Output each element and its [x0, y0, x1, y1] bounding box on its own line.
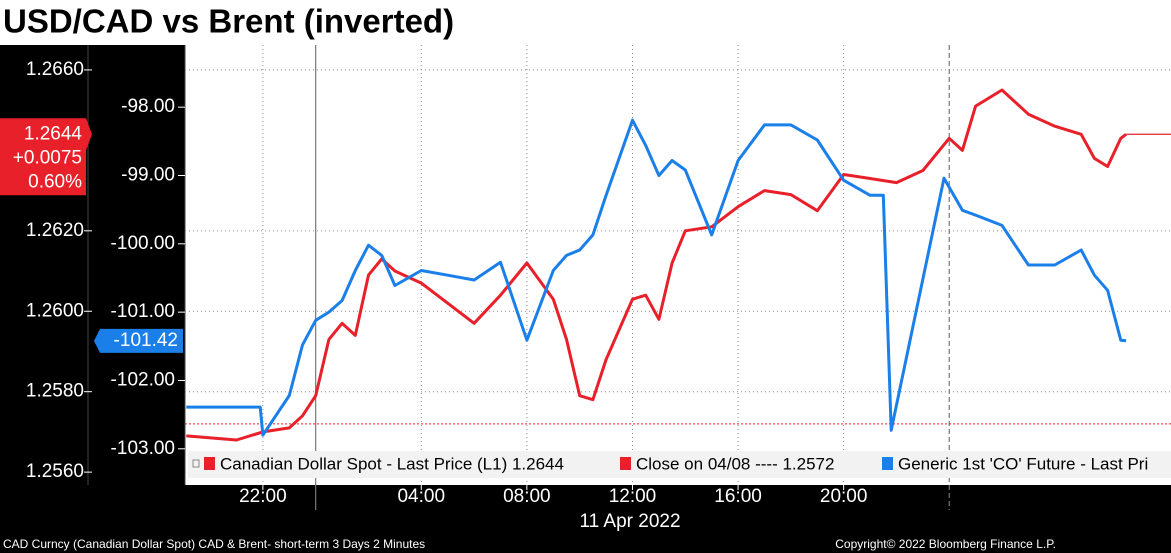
legend-swatch: [882, 457, 893, 470]
legend-swatch: [204, 457, 215, 470]
footer-right: Copyright© 2022 Bloomberg Finance L.P.: [835, 537, 1056, 551]
y-tick-label: 1.2660: [26, 59, 84, 80]
y-tick-label: 1.2620: [26, 220, 84, 241]
legend-label: Close on 04/08 ---- 1.2572: [636, 454, 834, 473]
y2-tick-label: -100.00: [111, 233, 175, 254]
x-tick-label: 12:00: [609, 486, 657, 507]
x-tick-label: 22:00: [239, 486, 287, 507]
legend: [188, 451, 1171, 478]
series-line: [186, 88, 1128, 442]
x-tick-label: 20:00: [820, 486, 868, 507]
last-value-box: [94, 328, 183, 353]
plot-area: [185, 45, 1171, 485]
last-value-label: -101.42: [114, 330, 178, 351]
y-tick-label: 1.2560: [26, 461, 84, 482]
last-value-box: [0, 118, 92, 196]
last-value-label: 1.2644: [24, 123, 83, 144]
y2-tick-label: -98.00: [121, 96, 175, 117]
legend-label: Generic 1st 'CO' Future - Last Pri: [898, 454, 1148, 473]
legend-label: Canadian Dollar Spot - Last Price (L1) 1…: [220, 454, 564, 473]
x-tick-label: 16:00: [714, 486, 762, 507]
footer-left: CAD Curncy (Canadian Dollar Spot) CAD & …: [3, 537, 425, 551]
y2-tick-label: -103.00: [111, 438, 175, 459]
chart-title: USD/CAD vs Brent (inverted): [3, 3, 454, 40]
change-label: +0.0075: [13, 147, 82, 168]
change-pct-label: 0.60%: [28, 171, 82, 192]
series-line: [186, 118, 1127, 437]
title-band: [0, 0, 1171, 45]
y2-tick-label: -102.00: [111, 369, 175, 390]
y2-tick-label: -101.00: [111, 301, 175, 322]
y-tick-label: 1.2600: [26, 300, 84, 321]
legend-icon: [192, 459, 200, 468]
y2-tick-label: -99.00: [121, 165, 175, 186]
date-label: 11 Apr 2022: [579, 511, 680, 532]
y-tick-label: 1.2580: [26, 381, 84, 402]
x-tick-label: 08:00: [503, 486, 551, 507]
legend-swatch: [620, 457, 631, 470]
x-tick-label: 04:00: [397, 486, 445, 507]
